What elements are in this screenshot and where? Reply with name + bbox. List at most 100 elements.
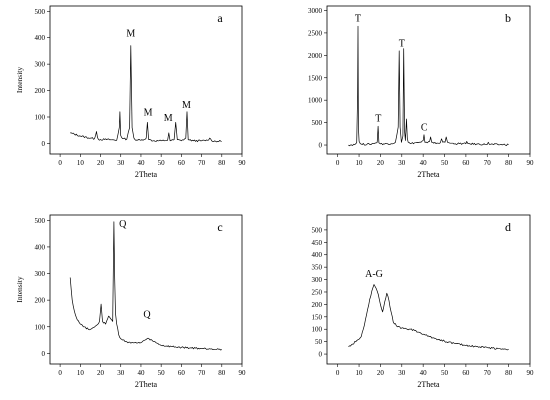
series-line [69,221,223,351]
panel-letter: d [505,220,511,234]
x-tick-label: 30 [398,159,406,167]
x-tick-label: 20 [377,369,385,377]
y-tick-label: 2500 [308,29,323,37]
y-tick-label: 300 [312,276,323,284]
y-tick-label: 200 [35,87,46,95]
x-tick-label: 50 [158,159,166,167]
y-tick-label: 150 [312,313,323,321]
peak-annotation: T [399,38,405,49]
peak-annotation: M [164,113,173,124]
y-tick-label: 500 [312,119,323,127]
x-axis-label: 2Theta [135,170,158,179]
y-tick-label: 200 [35,297,46,305]
x-tick-label: 30 [117,369,125,377]
x-tick-label: 0 [336,159,340,167]
x-axis-label: 2Theta [417,380,440,389]
y-tick-label: 500 [312,226,323,234]
x-tick-label: 10 [356,369,364,377]
plot-frame [49,214,243,365]
y-axis-label: Intensity [15,276,24,302]
peak-annotation: T [375,114,381,125]
y-tick-label: 350 [312,264,323,272]
y-tick-label: 50 [315,338,323,346]
peak-annotation: Q [119,219,127,230]
y-tick-label: 400 [312,251,323,259]
x-tick-label: 60 [462,159,470,167]
x-tick-label: 0 [58,369,62,377]
x-axis-label: 2Theta [417,170,440,179]
x-tick-label: 50 [441,369,449,377]
plot-frame [326,5,531,155]
x-tick-label: 80 [505,159,513,167]
x-tick-label: 90 [527,369,535,377]
x-tick-label: 10 [77,159,85,167]
x-tick-label: 40 [137,369,145,377]
x-tick-label: 40 [420,369,428,377]
x-tick-label: 70 [484,159,492,167]
x-tick-label: 70 [484,369,492,377]
y-tick-label: 500 [35,8,46,16]
y-tick-label: 450 [312,239,323,247]
peak-annotation: M [144,108,153,119]
x-tick-label: 90 [527,159,535,167]
y-tick-label: 0 [319,351,323,359]
x-tick-label: 30 [117,159,125,167]
y-tick-label: 100 [35,114,46,122]
panel-letter: c [217,220,222,234]
x-tick-label: 60 [178,159,186,167]
peak-annotation: T [355,14,361,25]
y-tick-label: 500 [35,217,46,225]
x-tick-label: 0 [336,369,340,377]
peak-annotation: M [126,28,135,39]
x-tick-label: 30 [398,369,406,377]
y-tick-label: 2000 [308,52,323,60]
panel-a: 0 10 20 30 40 50 60 70 80 90 0 100 200 300 400 500 2Thet… [15,5,247,179]
y-tick-label: 1000 [308,97,323,105]
x-axis-label: 2Theta [135,380,158,389]
peak-annotation: C [421,123,428,134]
x-tick-label: 70 [198,159,206,167]
y-tick-label: 1500 [308,74,323,82]
x-tick-label: 50 [441,159,449,167]
x-tick-label: 70 [198,369,206,377]
plot-frame [49,5,243,155]
x-tick-label: 10 [77,369,85,377]
x-tick-label: 90 [239,159,247,167]
series-line [70,45,222,143]
series-line [348,284,509,351]
x-tick-label: 20 [97,159,105,167]
y-tick-label: 3000 [308,7,323,15]
x-tick-label: 80 [505,369,513,377]
x-tick-label: 60 [462,369,470,377]
series-line [348,25,509,147]
panel-letter: a [217,11,223,25]
x-tick-label: 50 [158,369,166,377]
x-tick-label: 60 [178,369,186,377]
x-tick-label: 20 [97,369,105,377]
panel-b: 0 10 20 30 40 50 60 70 80 90 0 500 1000 1500 2000 2500 3… [308,5,535,179]
y-tick-label: 0 [42,350,46,358]
x-tick-label: 40 [420,159,428,167]
x-tick-label: 10 [356,159,364,167]
plot-frame [326,214,531,365]
peak-annotation: A-G [365,269,383,280]
y-tick-label: 0 [42,140,46,148]
x-tick-label: 0 [58,159,62,167]
peak-annotation: Q [143,309,151,320]
x-tick-label: 80 [218,369,226,377]
y-tick-label: 0 [319,142,323,150]
y-tick-label: 400 [35,34,46,42]
y-tick-label: 100 [35,323,46,331]
y-tick-label: 300 [35,61,46,69]
y-tick-label: 300 [35,270,46,278]
x-tick-label: 40 [137,159,145,167]
y-axis-label: Intensity [15,67,24,93]
x-tick-label: 20 [377,159,385,167]
panel-letter: b [505,11,511,25]
x-tick-label: 80 [218,159,226,167]
panel-c: 0 10 20 30 40 50 60 70 80 90 0 100 200 300 400 500 2Thet… [15,214,246,389]
y-tick-label: 250 [312,288,323,296]
y-tick-label: 100 [312,326,323,334]
y-tick-label: 200 [312,301,323,309]
